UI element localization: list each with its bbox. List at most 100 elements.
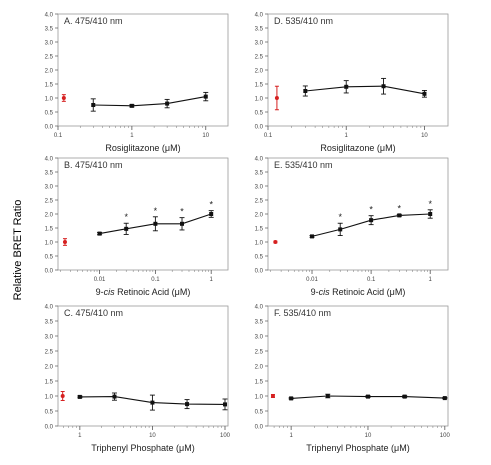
control-point (60, 394, 65, 398)
plot-frame (57, 13, 229, 127)
plot-frame (267, 13, 449, 127)
x-tick-label: 10 (421, 133, 428, 139)
data-point (112, 394, 117, 399)
data-point (203, 94, 208, 99)
x-axis-label: Rosiglitazone (μM) (105, 143, 180, 153)
data-point (77, 394, 82, 399)
x-tick-label: 1 (289, 433, 293, 439)
control-point (273, 240, 278, 244)
x-axis-label-part: 9- (311, 287, 319, 297)
y-tick-label: 3.0 (255, 185, 264, 191)
y-tick-label: 1.5 (45, 227, 54, 233)
y-tick-label: 0.5 (45, 410, 54, 416)
y-tick-label: 3.0 (45, 335, 54, 341)
y-tick-label: 4.0 (45, 157, 54, 163)
panel-title: B. 475/410 nm (64, 160, 123, 170)
y-axis-label: Relative BRET Ratio (12, 200, 24, 301)
data-point (97, 231, 102, 236)
panel-title: D. 535/410 nm (274, 16, 333, 26)
data-point (289, 396, 294, 401)
x-tick-label: 10 (202, 133, 209, 139)
x-axis-label-part: 9- (96, 287, 104, 297)
data-point (180, 221, 185, 226)
y-tick-label: 1.5 (255, 83, 264, 89)
y-tick-label: 1.5 (45, 380, 54, 386)
significance-marker: * (180, 207, 184, 217)
x-axis-label-part: Retinoic Acid (μM) (115, 287, 191, 297)
plot-frame (267, 305, 449, 427)
x-axis-label: Triphenyl Phosphate (μM) (306, 443, 409, 453)
y-tick-label: 3.5 (255, 320, 264, 326)
significance-marker: * (338, 212, 342, 222)
data-point (344, 84, 349, 89)
data-point (165, 101, 170, 106)
series-line (93, 96, 206, 107)
control-point (274, 96, 279, 100)
y-tick-label: 3.0 (45, 185, 54, 191)
panel-title: E. 535/410 nm (274, 160, 333, 170)
y-tick-label: 0.0 (45, 269, 54, 275)
y-tick-label: 2.5 (255, 350, 264, 356)
control-point (270, 394, 275, 398)
panel-3: 0.0 0.5 1.0 1.5 2.0 2.5 3.0 3.5 4.0 0.01 0.1 1 E. 53… (255, 157, 449, 297)
y-tick-label: 4.0 (255, 13, 264, 19)
y-tick-label: 2.0 (255, 365, 264, 371)
data-point (428, 212, 433, 216)
data-point (303, 89, 308, 93)
y-tick-label: 0.0 (45, 425, 54, 431)
x-axis-label: Rosiglitazone (μM) (320, 143, 395, 153)
y-tick-label: 2.5 (255, 199, 264, 205)
y-tick-label: 0.0 (255, 125, 264, 131)
y-tick-label: 0.0 (255, 269, 264, 275)
panel-4: 0.0 0.5 1.0 1.5 2.0 2.5 3.0 3.5 4.0 1 10 100 C. 475/… (45, 305, 231, 454)
plot-frame (57, 305, 229, 427)
y-tick-label: 3.0 (255, 41, 264, 47)
y-tick-label: 3.0 (45, 41, 54, 47)
y-tick-label: 2.5 (45, 55, 54, 61)
panel-title: C. 475/410 nm (64, 308, 123, 318)
data-point (325, 394, 330, 398)
data-point (150, 400, 155, 405)
data-point (129, 103, 134, 108)
x-tick-label: 0.1 (367, 277, 376, 283)
x-axis-label-part: cis (104, 287, 115, 297)
y-tick-label: 2.5 (45, 350, 54, 356)
data-point (381, 84, 386, 89)
y-tick-label: 1.5 (255, 380, 264, 386)
plot-frame (57, 157, 229, 271)
y-tick-label: 4.0 (255, 157, 264, 163)
y-tick-label: 4.0 (45, 13, 54, 19)
y-tick-label: 2.0 (45, 365, 54, 371)
x-tick-label: 10 (149, 433, 156, 439)
significance-marker: * (428, 199, 432, 209)
y-tick-label: 0.0 (45, 125, 54, 131)
control-point (61, 96, 66, 100)
y-tick-label: 0.5 (255, 111, 264, 117)
data-point (397, 213, 402, 218)
x-axis-label: 9-cis Retinoic Acid (μM) (96, 287, 191, 297)
x-tick-label: 1 (210, 277, 214, 283)
x-tick-label: 0.1 (151, 277, 160, 283)
panel-2: 0.0 0.5 1.0 1.5 2.0 2.5 3.0 3.5 4.0 0.01 0.1 1 B. 47… (45, 157, 229, 297)
x-tick-label: 0.01 (94, 277, 106, 283)
x-tick-label: 1 (130, 133, 134, 139)
x-tick-label: 0.1 (54, 133, 63, 139)
y-tick-label: 0.5 (45, 255, 54, 261)
y-tick-label: 3.5 (255, 27, 264, 33)
y-tick-label: 4.0 (255, 305, 264, 311)
y-tick-label: 2.5 (255, 55, 264, 61)
x-tick-label: 0.1 (264, 133, 273, 139)
data-point (310, 234, 315, 239)
y-tick-label: 0.5 (255, 410, 264, 416)
x-axis-label-part: cis (319, 287, 330, 297)
y-tick-label: 0.5 (45, 111, 54, 117)
data-point (222, 402, 227, 407)
significance-marker: * (369, 205, 373, 215)
y-tick-label: 2.5 (45, 199, 54, 205)
y-tick-label: 1.0 (45, 241, 54, 247)
panel-title: A. 475/410 nm (64, 16, 123, 26)
y-tick-label: 2.0 (45, 213, 54, 219)
y-tick-label: 0.5 (255, 255, 264, 261)
y-tick-label: 1.0 (255, 395, 264, 401)
